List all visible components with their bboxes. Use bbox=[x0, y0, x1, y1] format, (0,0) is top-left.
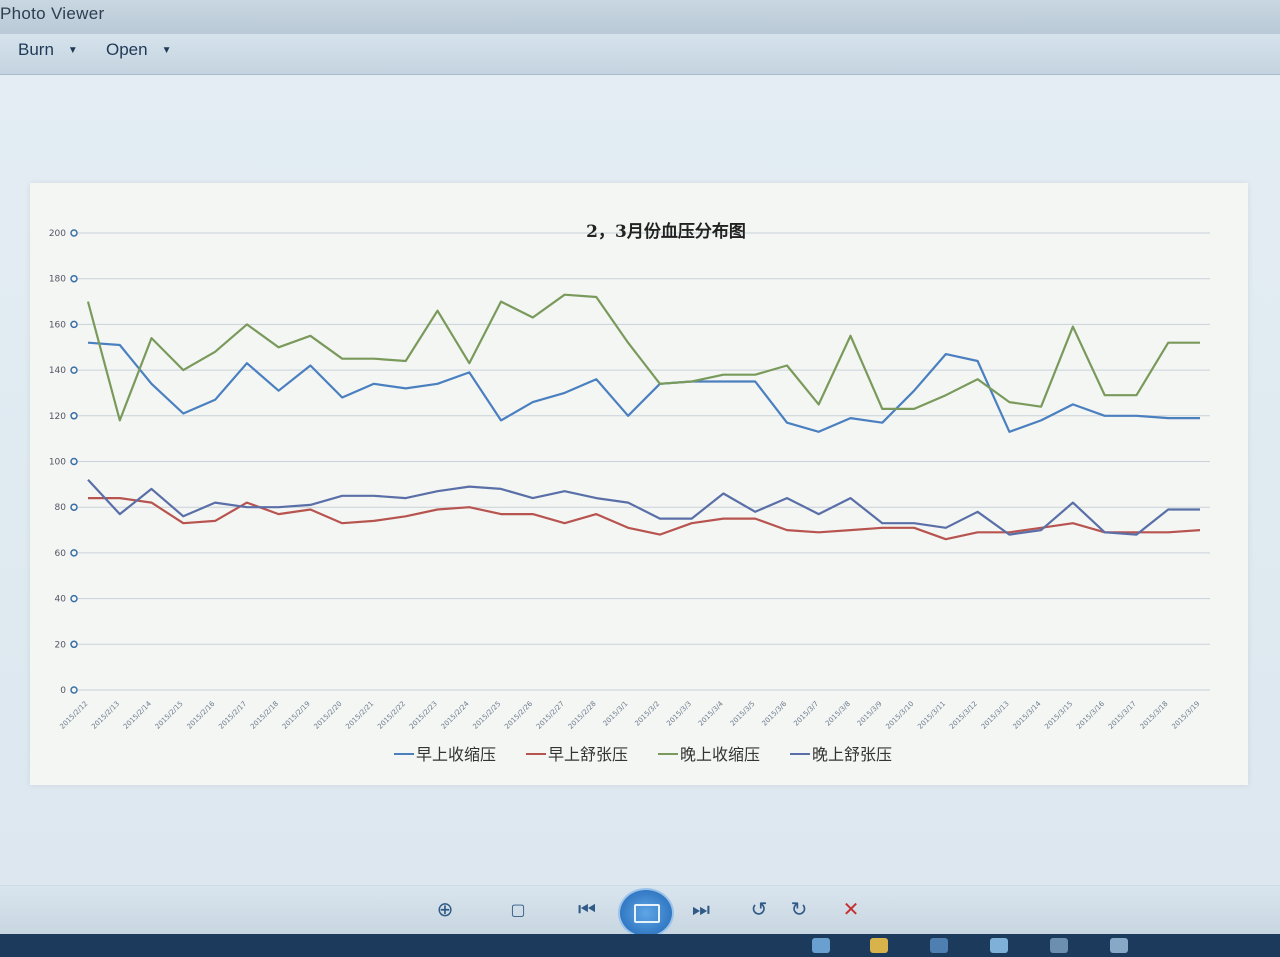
zoom-icon[interactable]: ⊕ bbox=[436, 897, 454, 921]
x-tick-label: 2015/2/25 bbox=[471, 700, 502, 731]
chart-title: 2，3月份血压分布图 bbox=[586, 221, 746, 242]
x-tick-label: 2015/2/23 bbox=[408, 700, 439, 731]
displayed-image: 0 20 40 60 80 100 120 140 160 180 200 2015/2/12 201… bbox=[30, 183, 1248, 785]
x-tick-label: 2015/3/2 bbox=[633, 700, 661, 728]
x-tick-label: 2015/3/7 bbox=[792, 700, 820, 728]
rotate-counterclockwise-icon[interactable]: ↺ bbox=[750, 897, 768, 921]
x-tick-label: 2015/2/18 bbox=[249, 700, 280, 731]
previous-icon[interactable]: ⏮ bbox=[578, 897, 596, 921]
legend-label: 早上收缩压 bbox=[416, 745, 496, 764]
burn-menu[interactable]: Burn ▼ bbox=[18, 40, 78, 60]
y-axis-marker bbox=[70, 640, 78, 649]
x-tick-label: 2015/3/8 bbox=[824, 700, 852, 728]
taskbar bbox=[0, 934, 1280, 957]
y-tick-label: 180 bbox=[49, 275, 66, 285]
slideshow-icon bbox=[634, 904, 660, 923]
x-tick-label: 2015/2/24 bbox=[440, 699, 471, 730]
chart-legend: 早上收缩压 早上舒张压 晚上收缩压 晚上舒张压 bbox=[394, 745, 892, 764]
x-tick-label: 2015/2/22 bbox=[376, 700, 407, 731]
y-tick-label: 80 bbox=[55, 503, 67, 513]
taskbar-app-icon[interactable] bbox=[1110, 938, 1128, 953]
series-line bbox=[88, 497, 1201, 541]
x-tick-label: 2015/3/16 bbox=[1075, 699, 1106, 730]
taskbar-app-icon[interactable] bbox=[1050, 938, 1068, 953]
slideshow-button[interactable] bbox=[618, 888, 674, 938]
chart-series bbox=[86, 293, 1201, 541]
chevron-down-icon: ▼ bbox=[161, 45, 172, 57]
window-title: Photo Viewer bbox=[0, 4, 105, 23]
y-axis-marker bbox=[70, 366, 78, 374]
legend-label: 早上舒张压 bbox=[548, 745, 628, 764]
x-tick-label: 2015/2/12 bbox=[58, 700, 89, 731]
y-tick-label: 120 bbox=[49, 412, 66, 422]
x-tick-label: 2015/3/15 bbox=[1043, 700, 1074, 731]
burn-menu-label: Burn bbox=[18, 40, 54, 59]
y-axis-marker bbox=[70, 457, 78, 466]
x-tick-label: 2015/2/20 bbox=[313, 700, 344, 731]
x-tick-label: 2015/3/6 bbox=[760, 699, 788, 727]
taskbar-app-icon[interactable] bbox=[812, 938, 830, 953]
x-tick-label: 2015/2/15 bbox=[154, 700, 185, 731]
y-tick-label: 60 bbox=[55, 549, 67, 559]
x-tick-label: 2015/2/26 bbox=[503, 699, 534, 730]
x-tick-label: 2015/3/3 bbox=[665, 700, 693, 728]
x-tick-label: 2015/2/21 bbox=[344, 700, 375, 731]
x-tick-label: 2015/3/12 bbox=[948, 700, 979, 731]
open-menu-label: Open bbox=[106, 40, 148, 59]
y-axis-marker bbox=[70, 686, 78, 694]
y-axis-marker bbox=[70, 549, 78, 557]
next-icon[interactable]: ⏭ bbox=[692, 897, 710, 921]
delete-icon[interactable]: ✕ bbox=[842, 897, 860, 921]
actual-size-icon[interactable]: ▢ bbox=[510, 899, 526, 919]
series-line bbox=[87, 341, 1200, 433]
x-tick-label: 2015/2/17 bbox=[217, 700, 248, 731]
x-tick-label: 2015/3/14 bbox=[1012, 699, 1043, 730]
y-axis-marker bbox=[70, 412, 78, 420]
x-tick-label: 2015/2/28 bbox=[567, 700, 598, 731]
y-tick-label: 160 bbox=[49, 320, 66, 330]
x-tick-label: 2015/3/18 bbox=[1139, 700, 1170, 731]
open-menu[interactable]: Open ▼ bbox=[106, 40, 172, 60]
y-axis-ticks: 0 20 40 60 80 100 120 140 160 180 200 bbox=[49, 229, 78, 696]
x-tick-label: 2015/2/14 bbox=[122, 699, 153, 730]
series-line bbox=[86, 293, 1200, 422]
rotate-clockwise-icon[interactable]: ↻ bbox=[790, 897, 808, 921]
y-tick-label: 200 bbox=[49, 229, 66, 239]
y-axis-marker bbox=[70, 503, 78, 511]
series-line bbox=[87, 479, 1200, 536]
x-tick-label: 2015/3/13 bbox=[980, 700, 1011, 731]
taskbar-app-icon[interactable] bbox=[930, 938, 948, 953]
x-tick-label: 2015/2/19 bbox=[281, 700, 312, 731]
x-tick-label: 2015/3/11 bbox=[916, 700, 947, 731]
y-tick-label: 40 bbox=[55, 595, 67, 605]
x-tick-label: 2015/3/17 bbox=[1107, 700, 1138, 731]
menu-bar: Burn ▼ Open ▼ bbox=[0, 34, 1280, 75]
y-tick-label: 20 bbox=[55, 640, 67, 650]
x-tick-label: 2015/3/10 bbox=[884, 700, 915, 731]
x-tick-label: 2015/3/9 bbox=[856, 700, 884, 728]
x-tick-label: 2015/2/27 bbox=[535, 700, 566, 731]
taskbar-app-icon[interactable] bbox=[990, 938, 1008, 953]
chart-grid bbox=[78, 232, 1210, 691]
y-axis-marker bbox=[70, 320, 78, 329]
legend-label: 晚上收缩压 bbox=[680, 745, 760, 764]
y-axis-marker bbox=[70, 274, 78, 283]
x-tick-label: 2015/3/5 bbox=[729, 700, 757, 728]
chevron-down-icon: ▼ bbox=[67, 45, 78, 57]
y-tick-label: 0 bbox=[60, 686, 66, 696]
x-tick-label: 2015/2/13 bbox=[90, 700, 121, 731]
x-tick-label: 2015/3/4 bbox=[697, 699, 725, 727]
x-tick-label: 2015/3/19 bbox=[1170, 700, 1201, 731]
y-axis-marker bbox=[70, 594, 78, 603]
y-tick-label: 140 bbox=[49, 366, 66, 376]
title-bar: Photo Viewer bbox=[0, 0, 1280, 34]
taskbar-app-icon[interactable] bbox=[870, 938, 888, 953]
legend-label: 晚上舒张压 bbox=[812, 745, 892, 764]
y-tick-label: 100 bbox=[49, 458, 66, 468]
x-axis-ticks: 2015/2/12 2015/2/13 2015/2/14 2015/2/15 2015… bbox=[58, 699, 1201, 730]
y-axis-marker bbox=[70, 229, 78, 237]
x-tick-label: 2015/3/1 bbox=[602, 700, 630, 728]
x-tick-label: 2015/2/16 bbox=[185, 699, 216, 730]
